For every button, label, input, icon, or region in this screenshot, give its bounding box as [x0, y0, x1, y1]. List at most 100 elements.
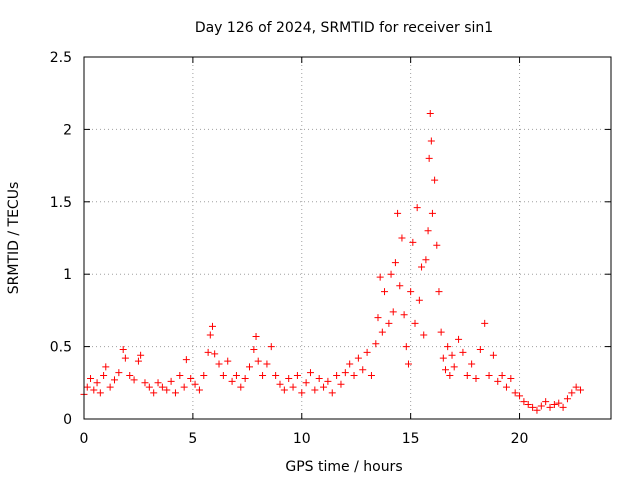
- data-point: [402, 343, 410, 351]
- data-point: [459, 348, 467, 356]
- data-point: [341, 369, 349, 377]
- data-point: [568, 389, 576, 397]
- data-point: [422, 256, 430, 264]
- data-point: [100, 372, 108, 380]
- data-point: [246, 363, 254, 371]
- data-point: [87, 374, 95, 382]
- data-point: [381, 288, 389, 296]
- data-point: [354, 354, 362, 362]
- data-point: [259, 372, 267, 380]
- data-point: [455, 335, 463, 343]
- data-point: [374, 314, 382, 322]
- y-tick-label: 2.5: [50, 50, 72, 66]
- axis-ticks: [83, 56, 611, 420]
- data-point: [115, 369, 123, 377]
- data-point: [398, 234, 406, 242]
- data-point: [450, 363, 458, 371]
- data-point: [167, 377, 175, 385]
- data-point: [555, 399, 563, 407]
- y-tick-label: 1.5: [50, 195, 72, 211]
- data-point: [468, 360, 476, 368]
- data-point: [577, 386, 585, 394]
- data-point: [378, 328, 386, 336]
- data-point: [285, 374, 293, 382]
- data-point: [367, 372, 375, 380]
- data-point: [110, 376, 118, 384]
- x-tick-labels: 0 5 10 15 20: [80, 431, 529, 447]
- data-point: [182, 356, 190, 364]
- data-point: [119, 345, 127, 353]
- data-point: [546, 403, 554, 411]
- data-point: [396, 282, 404, 290]
- data-point: [409, 238, 417, 246]
- data-point: [394, 209, 402, 217]
- data-point: [427, 137, 435, 145]
- data-point: [472, 374, 480, 382]
- data-point: [363, 348, 371, 356]
- data-point: [302, 379, 310, 387]
- data-point: [359, 366, 367, 374]
- data-point: [550, 401, 558, 409]
- data-point: [204, 348, 212, 356]
- data-point: [511, 389, 519, 397]
- data-point: [241, 374, 249, 382]
- data-point: [441, 366, 449, 374]
- data-point: [391, 259, 399, 267]
- data-point: [187, 374, 195, 382]
- plot-frame: [83, 56, 612, 420]
- data-point: [289, 383, 297, 391]
- data-point: [137, 351, 145, 359]
- data-point: [228, 377, 236, 385]
- data-point: [425, 154, 433, 162]
- data-point: [426, 109, 434, 117]
- x-tick-label: 10: [293, 431, 311, 447]
- data-point: [328, 389, 336, 397]
- data-point: [180, 383, 188, 391]
- data-point: [413, 204, 421, 212]
- data-point: [424, 227, 432, 235]
- data-point: [448, 351, 456, 359]
- data-point: [494, 377, 502, 385]
- data-point: [96, 389, 104, 397]
- data-point: [407, 288, 415, 296]
- data-point: [346, 360, 354, 368]
- data-point: [433, 241, 441, 249]
- data-point: [154, 379, 162, 387]
- data-point: [298, 389, 306, 397]
- data-point: [387, 270, 395, 278]
- data-point: [195, 386, 203, 394]
- data-point: [324, 377, 332, 385]
- data-point: [563, 395, 571, 403]
- data-point: [254, 357, 262, 365]
- data-point: [418, 263, 426, 271]
- data-point: [333, 372, 341, 380]
- data-point: [516, 392, 524, 400]
- data-point: [171, 389, 179, 397]
- data-point: [372, 340, 380, 348]
- data-point: [252, 332, 260, 340]
- x-axis-label: GPS time / hours: [285, 459, 402, 475]
- data-point: [306, 369, 314, 377]
- y-axis-label: SRMTID / TECUs: [6, 182, 22, 295]
- data-point: [90, 386, 98, 394]
- data-point: [219, 372, 227, 380]
- data-point: [542, 398, 550, 406]
- data-point: [215, 360, 223, 368]
- data-point: [141, 379, 149, 387]
- data-point: [476, 345, 484, 353]
- x-tick-label: 20: [511, 431, 529, 447]
- data-point: [337, 380, 345, 388]
- grid-lines: [84, 57, 611, 419]
- data-point: [206, 331, 214, 339]
- data-point: [311, 386, 319, 394]
- data-point: [437, 328, 445, 336]
- data-point: [208, 322, 216, 330]
- data-point: [237, 383, 245, 391]
- data-point: [200, 372, 208, 380]
- data-point: [93, 379, 101, 387]
- data-point: [276, 380, 284, 388]
- data-point: [537, 402, 545, 410]
- data-point: [404, 360, 412, 368]
- data-point: [191, 380, 199, 388]
